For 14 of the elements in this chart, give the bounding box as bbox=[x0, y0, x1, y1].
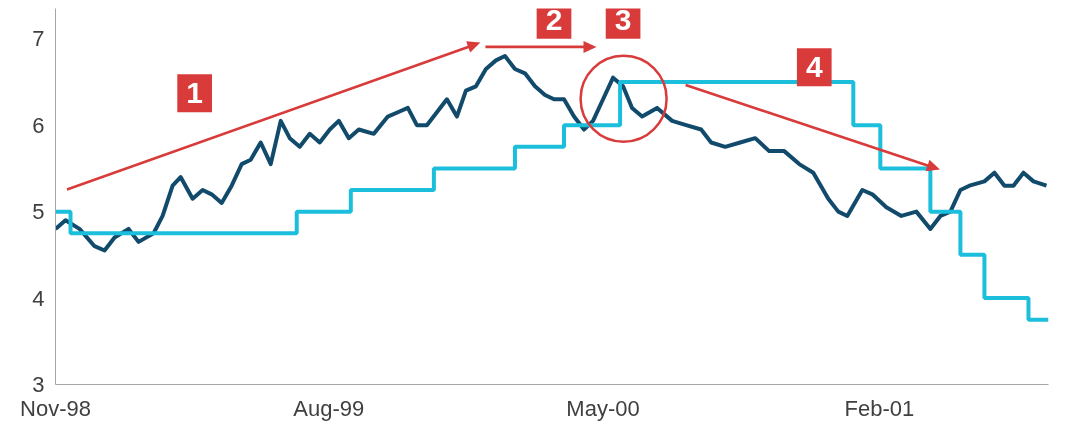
annotation: 3 bbox=[614, 2, 632, 36]
annotation: 2 bbox=[545, 2, 563, 36]
y-tick-label: 4 bbox=[32, 285, 45, 311]
x-tick-label: Nov-98 bbox=[20, 395, 91, 421]
annotation: 1 bbox=[186, 76, 203, 110]
y-tick-label: 5 bbox=[32, 199, 45, 225]
x-tick-label: Feb-01 bbox=[844, 395, 915, 421]
x-tick-label: May-00 bbox=[566, 395, 640, 421]
annotation: 4 bbox=[805, 50, 823, 84]
y-tick-label: 7 bbox=[32, 26, 45, 52]
line-series bbox=[55, 54, 1049, 253]
x-tick-label: Aug-99 bbox=[293, 395, 365, 421]
y-tick-label: 3 bbox=[32, 372, 45, 397]
y-tick-label: 6 bbox=[32, 112, 45, 138]
